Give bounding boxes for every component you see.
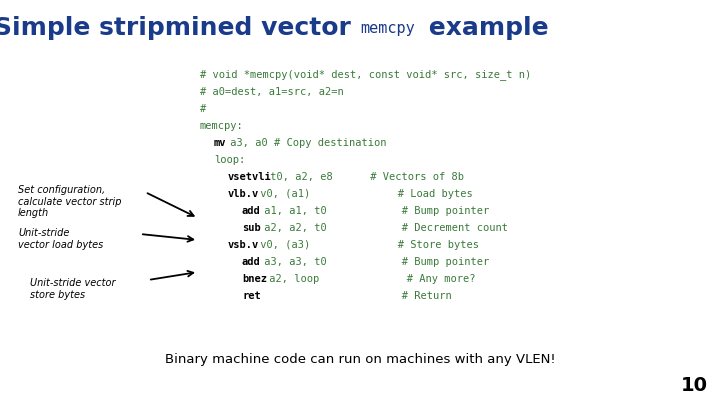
Text: # void *memcpy(void* dest, const void* src, size_t n): # void *memcpy(void* dest, const void* s… — [200, 70, 531, 81]
Text: add: add — [242, 257, 261, 267]
Text: a3, a3, t0            # Bump pointer: a3, a3, t0 # Bump pointer — [258, 257, 489, 267]
Text: #: # — [200, 104, 206, 114]
Text: a1, a1, t0            # Bump pointer: a1, a1, t0 # Bump pointer — [258, 206, 489, 216]
Text: 10: 10 — [681, 376, 708, 395]
Text: ret: ret — [242, 291, 261, 301]
Text: v0, (a1)              # Load bytes: v0, (a1) # Load bytes — [254, 189, 473, 199]
Text: add: add — [242, 206, 261, 216]
Text: Simple stripmined vector: Simple stripmined vector — [0, 16, 360, 40]
Text: Binary machine code can run on machines with any VLEN!: Binary machine code can run on machines … — [165, 354, 555, 367]
Text: # Return: # Return — [258, 291, 451, 301]
Text: bnez: bnez — [242, 274, 267, 284]
Text: v0, (a3)              # Store bytes: v0, (a3) # Store bytes — [254, 240, 479, 250]
Text: mv: mv — [214, 138, 227, 148]
Text: vlb.v: vlb.v — [228, 189, 259, 199]
Text: Unit-stride vector
store bytes: Unit-stride vector store bytes — [30, 278, 115, 300]
Text: memcpy:: memcpy: — [200, 121, 244, 131]
Text: vsb.v: vsb.v — [228, 240, 259, 250]
Text: vsetvli: vsetvli — [228, 172, 271, 182]
Text: example: example — [420, 16, 549, 40]
Text: t0, a2, e8      # Vectors of 8b: t0, a2, e8 # Vectors of 8b — [264, 172, 464, 182]
Text: a2, a2, t0            # Decrement count: a2, a2, t0 # Decrement count — [258, 223, 508, 233]
Text: a2, loop              # Any more?: a2, loop # Any more? — [263, 274, 475, 284]
Text: memcpy: memcpy — [360, 21, 415, 36]
Text: Set configuration,
calculate vector strip
length: Set configuration, calculate vector stri… — [18, 185, 122, 218]
Text: Unit-stride
vector load bytes: Unit-stride vector load bytes — [18, 228, 103, 249]
Text: # a0=dest, a1=src, a2=n: # a0=dest, a1=src, a2=n — [200, 87, 343, 97]
Text: a3, a0 # Copy destination: a3, a0 # Copy destination — [225, 138, 387, 148]
Text: loop:: loop: — [214, 155, 246, 165]
Text: sub: sub — [242, 223, 261, 233]
